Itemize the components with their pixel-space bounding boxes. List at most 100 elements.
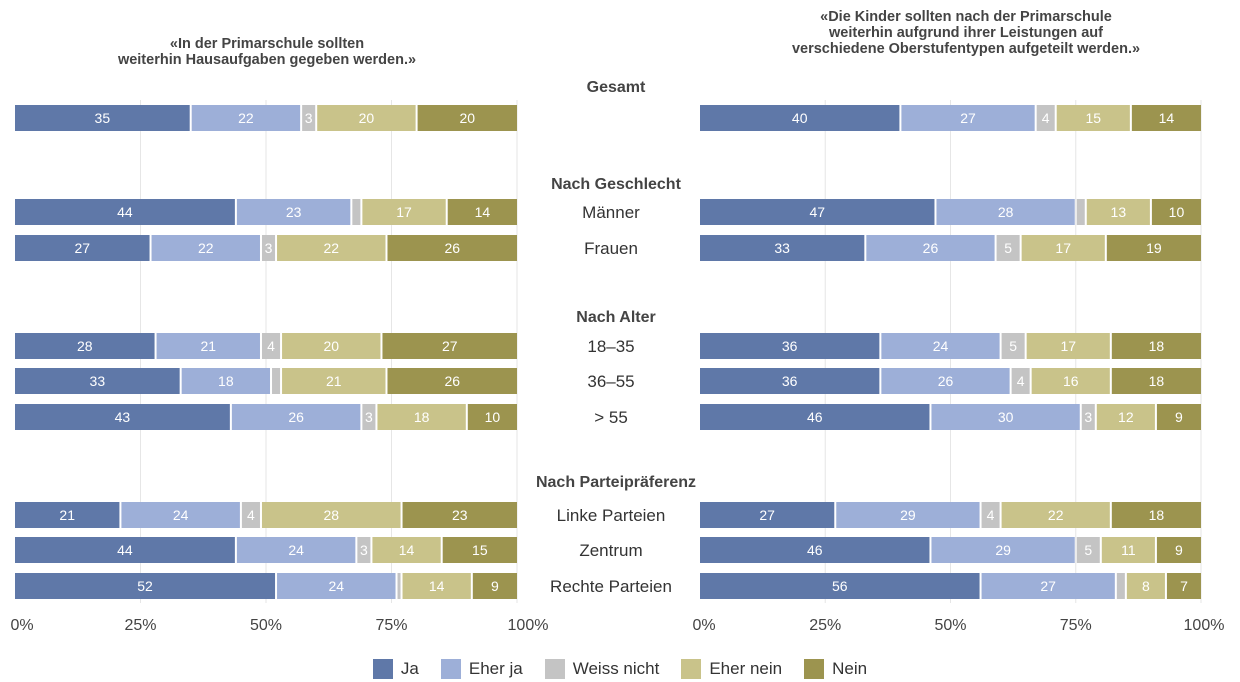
- group-header-nach-parteipr-ferenz: Nach Parteipräferenz: [536, 474, 696, 491]
- bar-p0-m-nner-weiss-nicht: [352, 199, 361, 225]
- x-tick-p1-100: 100%: [1184, 617, 1225, 634]
- data-label-p1-zentrum-weiss-nicht: 5: [1084, 542, 1092, 558]
- bar-p1-frauen-ja: [700, 235, 865, 261]
- bar-p1-55-eher-nein: [1096, 404, 1155, 430]
- bar-p0-frauen-weiss-nicht: [261, 235, 276, 261]
- bar-p0-36-55-nein: [387, 368, 517, 394]
- data-label-p0-m-nner-eher-ja: 23: [286, 204, 302, 220]
- legend-label-nein: Nein: [832, 659, 868, 678]
- data-label-p1-zentrum-nein: 9: [1175, 542, 1183, 558]
- bar-p1-gesamt-eher-ja: [901, 105, 1035, 131]
- bar-p1-frauen-eher-nein: [1021, 235, 1105, 261]
- bar-p1-36-55-ja: [700, 368, 880, 394]
- data-label-p0-gesamt-nein: 20: [460, 110, 476, 126]
- bar-p0-18-35-nein: [382, 333, 517, 359]
- legend-swatch-eher-nein: [681, 659, 702, 679]
- bar-p1-36-55-eher-ja: [881, 368, 1010, 394]
- title-right-line-1: weiterhin aufgrund ihrer Leistungen auf: [828, 25, 1103, 41]
- data-label-p1-55-ja: 46: [807, 409, 823, 425]
- data-label-p1-frauen-eher-nein: 17: [1055, 240, 1071, 256]
- legend-swatch-eher-ja: [440, 659, 461, 679]
- x-tick-p1-50: 50%: [934, 617, 966, 634]
- bar-p1-gesamt-weiss-nicht: [1036, 105, 1055, 131]
- bar-p0-zentrum-nein: [442, 537, 517, 563]
- data-label-p0-18-35-ja: 28: [77, 338, 93, 354]
- bar-p1-18-35-nein: [1111, 333, 1201, 359]
- bar-p0-55-eher-ja: [231, 404, 361, 430]
- bar-p1-36-55-nein: [1111, 368, 1201, 394]
- bar-p0-zentrum-weiss-nicht: [357, 537, 371, 563]
- bar-p0-frauen-ja: [15, 235, 150, 261]
- x-tick-p0-75: 75%: [375, 617, 407, 634]
- data-label-p0-36-55-ja: 33: [90, 373, 106, 389]
- bar-p0-55-ja: [15, 404, 230, 430]
- legend-swatch-weiss-nicht: [544, 659, 565, 679]
- legend-item-ja: Ja: [372, 659, 419, 679]
- data-label-p1-55-eher-ja: 30: [998, 409, 1014, 425]
- bar-p1-55-nein: [1156, 404, 1201, 430]
- bar-p0-36-55-eher-nein: [282, 368, 386, 394]
- data-label-p1-18-35-eher-nein: 17: [1060, 338, 1076, 354]
- data-label-p1-linke-parteien-eher-nein: 22: [1048, 507, 1064, 523]
- data-label-p1-36-55-nein: 18: [1149, 373, 1165, 389]
- legend-label-eher-ja: Eher ja: [468, 659, 523, 678]
- bar-p1-linke-parteien-nein: [1111, 502, 1201, 528]
- data-label-p0-55-weiss-nicht: 3: [365, 409, 373, 425]
- legend-label-eher-nein: Eher nein: [709, 659, 783, 678]
- data-label-p1-18-35-ja: 36: [782, 338, 798, 354]
- legend-item-eher-nein: Eher nein: [681, 659, 782, 679]
- data-label-p0-linke-parteien-weiss-nicht: 4: [247, 507, 255, 523]
- bar-p1-frauen-weiss-nicht: [996, 235, 1020, 261]
- data-label-p0-frauen-nein: 26: [444, 240, 460, 256]
- data-label-p0-36-55-eher-ja: 18: [218, 373, 234, 389]
- data-label-p1-gesamt-ja: 40: [792, 110, 808, 126]
- bar-p1-frauen-eher-ja: [866, 235, 995, 261]
- bar-p0-36-55-eher-ja: [181, 368, 271, 394]
- data-label-p0-frauen-eher-ja: 22: [198, 240, 214, 256]
- bar-p1-18-35-eher-ja: [881, 333, 1000, 359]
- data-label-p1-zentrum-eher-ja: 29: [995, 542, 1011, 558]
- legend-item-weiss-nicht: Weiss nicht: [544, 659, 659, 679]
- row-label-36-55: 36–55: [587, 372, 634, 391]
- data-label-p1-linke-parteien-eher-ja: 29: [900, 507, 916, 523]
- bar-p0-m-nner-nein: [447, 199, 517, 225]
- bar-p1-linke-parteien-eher-nein: [1001, 502, 1110, 528]
- data-label-p0-55-ja: 43: [115, 409, 131, 425]
- bar-p1-55-eher-ja: [931, 404, 1080, 430]
- data-label-p1-36-55-weiss-nicht: 4: [1017, 373, 1025, 389]
- data-label-p0-m-nner-nein: 14: [475, 204, 491, 220]
- data-label-p0-18-35-weiss-nicht: 4: [267, 338, 275, 354]
- data-label-p0-55-eher-nein: 18: [414, 409, 430, 425]
- bar-p0-frauen-nein: [387, 235, 517, 261]
- data-label-p1-linke-parteien-nein: 18: [1149, 507, 1165, 523]
- bar-p1-zentrum-nein: [1156, 537, 1201, 563]
- bar-p0-gesamt-ja: [15, 105, 190, 131]
- bar-p1-frauen-nein: [1106, 235, 1201, 261]
- data-label-p0-frauen-weiss-nicht: 3: [265, 240, 273, 256]
- data-label-p0-gesamt-weiss-nicht: 3: [305, 110, 313, 126]
- data-label-p1-m-nner-eher-ja: 28: [998, 204, 1014, 220]
- bar-p1-m-nner-ja: [700, 199, 935, 225]
- bar-p0-36-55-weiss-nicht: [272, 368, 281, 394]
- data-label-p0-36-55-nein: 26: [444, 373, 460, 389]
- data-label-p0-rechte-parteien-ja: 52: [137, 578, 153, 594]
- x-tick-p0-25: 25%: [124, 617, 156, 634]
- data-label-p0-55-eher-ja: 26: [288, 409, 304, 425]
- row-label-frauen: Frauen: [584, 239, 638, 258]
- bar-p0-rechte-parteien-eher-ja: [277, 573, 396, 599]
- bar-p0-linke-parteien-weiss-nicht: [241, 502, 260, 528]
- bar-p1-36-55-weiss-nicht: [1011, 368, 1030, 394]
- bar-p0-linke-parteien-eher-ja: [121, 502, 240, 528]
- group-header-gesamt: Gesamt: [587, 79, 646, 96]
- data-label-p0-frauen-eher-nein: 22: [323, 240, 339, 256]
- data-label-p1-55-eher-nein: 12: [1118, 409, 1134, 425]
- title-left-line-1: weiterhin Hausaufgaben gegeben werden.»: [117, 52, 416, 68]
- group-header-nach-alter: Nach Alter: [576, 309, 655, 326]
- data-label-p0-zentrum-weiss-nicht: 3: [360, 542, 368, 558]
- bar-p0-18-35-eher-nein: [282, 333, 381, 359]
- bar-p1-rechte-parteien-nein: [1166, 573, 1201, 599]
- data-label-p0-gesamt-eher-nein: 20: [359, 110, 375, 126]
- x-tick-p0-0: 0%: [10, 617, 33, 634]
- bar-p1-rechte-parteien-eher-ja: [981, 573, 1115, 599]
